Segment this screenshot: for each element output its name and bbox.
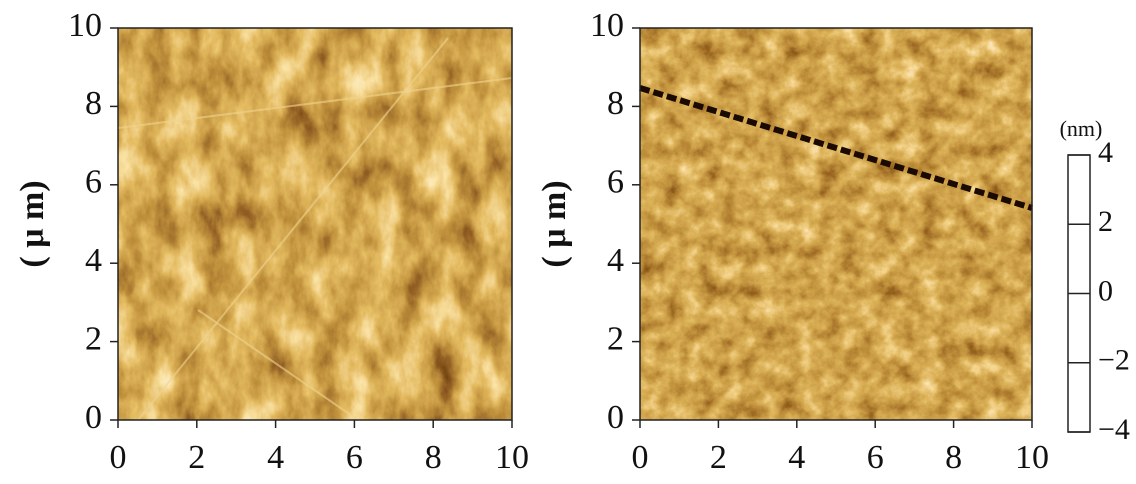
y-tick-label: 4 [607, 242, 624, 279]
axes-frame [117, 27, 513, 421]
x-tick-label: 4 [788, 439, 805, 476]
y-tick-label: 6 [607, 164, 624, 201]
y-axis-label: ( μ m) [14, 180, 51, 267]
y-tick-label: 0 [607, 399, 624, 436]
colorbar-label: (nm) [1060, 116, 1103, 141]
colorbar-tick-label: −2 [1098, 344, 1130, 377]
colorbar-tick-label: 4 [1098, 136, 1113, 169]
y-tick-label: 8 [607, 85, 624, 122]
defect-line [639, 85, 1033, 211]
x-tick-label: 2 [710, 439, 727, 476]
y-tick-label: 10 [590, 7, 624, 44]
y-axis-label: ( μ m) [536, 180, 573, 267]
axes-frame [639, 27, 1033, 421]
x-tick-label: 4 [267, 439, 284, 476]
x-tick-label: 6 [867, 439, 884, 476]
x-tick-label: 10 [1015, 439, 1049, 476]
x-tick-label: 8 [945, 439, 962, 476]
x-tick-label: 0 [632, 439, 649, 476]
y-tick-label: 0 [85, 399, 102, 436]
x-tick-label: 8 [425, 439, 442, 476]
y-tick-label: 6 [85, 164, 102, 201]
x-tick-label: 10 [495, 439, 529, 476]
y-tick-label: 4 [85, 242, 102, 279]
scratch [197, 309, 359, 421]
scratch [117, 77, 513, 129]
y-tick-label: 10 [68, 7, 102, 44]
y-tick-label: 2 [85, 320, 102, 357]
y-tick-label: 2 [607, 320, 624, 357]
x-tick-label: 6 [346, 439, 363, 476]
afm-image [640, 28, 1032, 420]
colorbar-tick-label: −4 [1098, 413, 1130, 446]
x-tick-label: 2 [188, 439, 205, 476]
afm-image [118, 28, 512, 420]
colorbar-tick-label: 0 [1098, 274, 1113, 307]
colorbar-tick-label: 2 [1098, 205, 1113, 238]
y-tick-label: 8 [85, 85, 102, 122]
x-tick-label: 0 [110, 439, 127, 476]
scratch [137, 37, 449, 421]
